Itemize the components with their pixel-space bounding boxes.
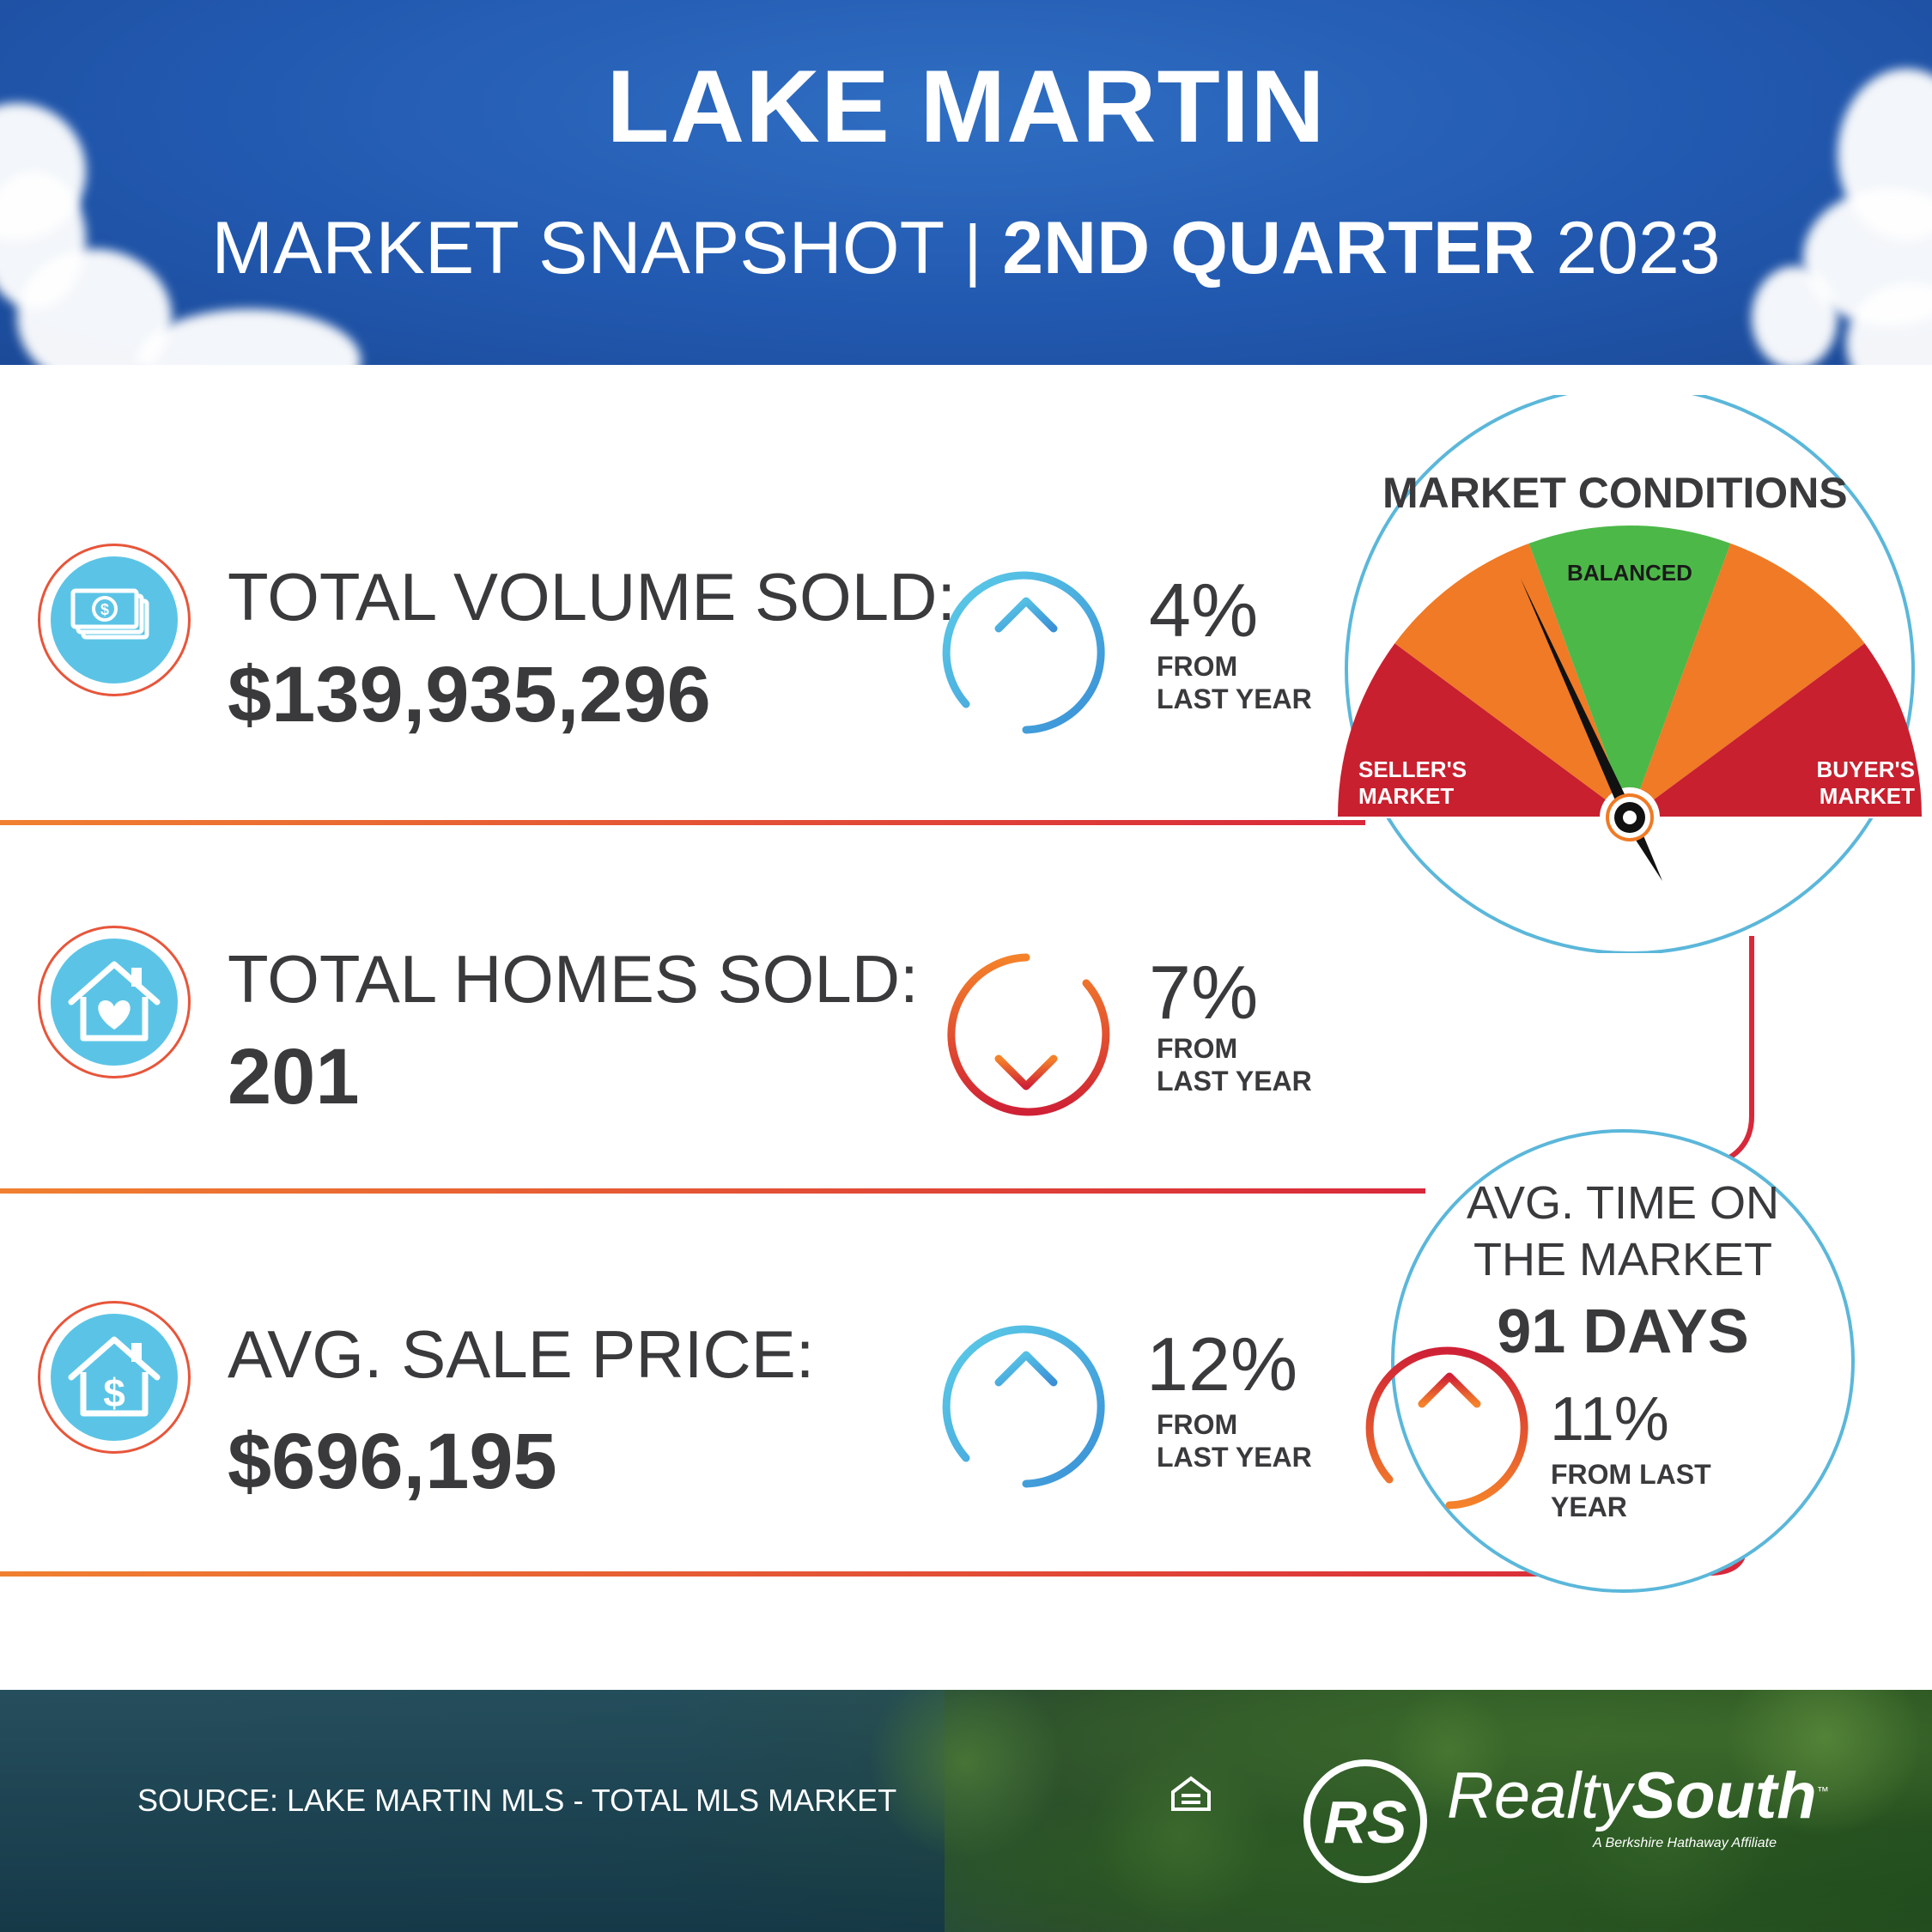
brand-name: RealtySouth™ <box>1447 1759 1829 1833</box>
change-caption-line: LAST YEAR <box>1157 1442 1312 1473</box>
market-conditions-title: MARKET CONDITIONS <box>1382 469 1848 517</box>
gauge-label-buyers-1: BUYER'S <box>1816 756 1915 782</box>
change-caption-line: FROM <box>1157 1033 1238 1064</box>
gauge-segment-buyers <box>1654 643 1923 817</box>
change-caption-line: LAST YEAR <box>1157 1066 1312 1097</box>
time-on-market-caption: FROM LAST YEAR <box>1551 1458 1711 1523</box>
time-on-market-value: 91 DAYS <box>1497 1297 1749 1366</box>
stat-label: AVG. SALE PRICE: <box>228 1316 815 1392</box>
stat-label: TOTAL VOLUME SOLD: <box>228 559 957 635</box>
stat-label: TOTAL HOMES SOLD: <box>228 941 919 1017</box>
gauge-segment-balanced <box>1528 525 1731 790</box>
gauge-label-sellers-2: MARKET <box>1358 783 1454 809</box>
money-icon-badge: $ <box>38 544 191 696</box>
equal-housing-icon <box>1168 1771 1214 1822</box>
house-heart-icon <box>51 939 178 1066</box>
change-caption-line: FROM <box>1157 1409 1238 1440</box>
change-percent: 7% <box>1149 950 1259 1035</box>
svg-text:$: $ <box>100 601 109 618</box>
arrow-up-icon <box>940 567 1112 743</box>
time-on-market-label-line: THE MARKET <box>1473 1234 1773 1285</box>
change-percent: 4% <box>1149 568 1259 653</box>
subtitle-text: MARKET SNAPSHOT <box>211 207 944 289</box>
footer-banner: SOURCE: LAKE MARTIN MLS - TOTAL MLS MARK… <box>0 1690 1932 1932</box>
change-caption: FROM LAST YEAR <box>1157 1408 1312 1473</box>
house-heart-icon-badge <box>38 926 191 1078</box>
gauge-label-balanced: BALANCED <box>1567 560 1692 586</box>
gauge-segment-left-orange <box>1394 543 1619 800</box>
subtitle-quarter: 2ND QUARTER <box>1002 207 1536 289</box>
time-on-market-change: 11% <box>1550 1385 1669 1454</box>
page-title: LAKE MARTIN <box>606 49 1326 164</box>
house-dollar-icon: $ <box>51 1314 178 1441</box>
change-percent: 12% <box>1146 1321 1298 1406</box>
change-caption: FROM LAST YEAR <box>1157 1032 1312 1097</box>
arrow-up-icon <box>1364 1342 1535 1518</box>
divider <box>0 820 1365 825</box>
stat-value: 201 <box>228 1033 360 1121</box>
change-caption-line: FROM LAST <box>1551 1459 1711 1490</box>
money-icon: $ <box>51 556 178 683</box>
change-caption-line: LAST YEAR <box>1157 683 1312 714</box>
gauge-segment-right-orange <box>1640 543 1865 800</box>
brand-name-bold: South <box>1631 1759 1817 1832</box>
time-on-market-label-line: AVG. TIME ON <box>1466 1177 1780 1229</box>
change-caption: FROM LAST YEAR <box>1157 650 1312 715</box>
change-caption-line: FROM <box>1157 651 1238 682</box>
brand-trademark: ™ <box>1816 1783 1829 1798</box>
change-caption-line: YEAR <box>1551 1492 1627 1522</box>
divider <box>0 1188 1425 1194</box>
brand-name-light: Realty <box>1447 1759 1632 1832</box>
divider <box>0 1571 1683 1577</box>
source-note: SOURCE: LAKE MARTIN MLS - TOTAL MLS MARK… <box>137 1783 897 1818</box>
stat-value: $696,195 <box>228 1418 557 1505</box>
gauge-segment-sellers <box>1337 643 1606 817</box>
subtitle-separator: | <box>963 211 982 288</box>
arrow-up-icon <box>940 1321 1112 1497</box>
arrow-down-icon <box>940 949 1112 1125</box>
page-subtitle: MARKET SNAPSHOT | 2ND QUARTER 2023 <box>0 206 1932 291</box>
subtitle-year: 2023 <box>1556 207 1721 289</box>
gauge-dial: BALANCED SELLER'S MARKET BUYER'S MARKET <box>1334 525 1926 881</box>
svg-text:$: $ <box>103 1370 125 1415</box>
header-banner: LAKE MARTIN MARKET SNAPSHOT | 2ND QUARTE… <box>0 0 1932 365</box>
gauge-label-sellers-1: SELLER'S <box>1358 756 1467 782</box>
brand-tagline: A Berkshire Hathaway Affiliate <box>1593 1836 1777 1850</box>
house-dollar-icon-badge: $ <box>38 1301 191 1454</box>
rs-logo-icon: RS <box>1301 1757 1430 1890</box>
time-on-market-label: AVG. TIME ON THE MARKET <box>1425 1175 1820 1288</box>
gauge-needle <box>1521 579 1637 824</box>
rs-logo-monogram: RS <box>1323 1789 1406 1856</box>
stat-value: $139,935,296 <box>228 651 711 738</box>
gauge-label-buyers-2: MARKET <box>1820 783 1915 809</box>
